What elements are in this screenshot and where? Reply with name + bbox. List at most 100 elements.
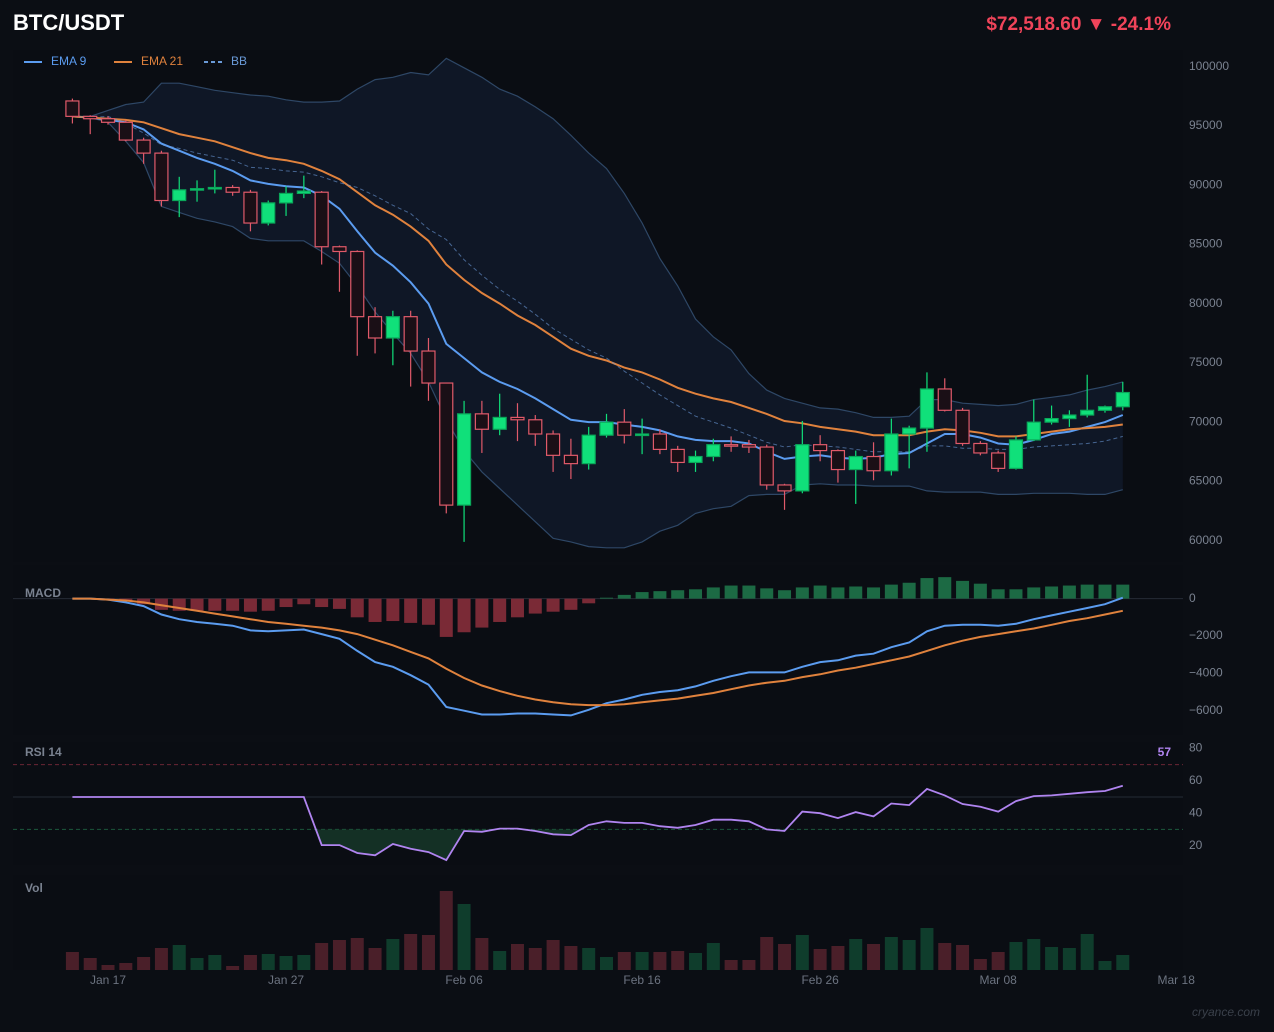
- candle-body: [118, 121, 133, 141]
- candle-body: [1115, 391, 1130, 408]
- rsi-panel: [13, 742, 1183, 865]
- histogram-bar: [439, 598, 453, 637]
- y-tick-label: −2000: [1189, 628, 1223, 642]
- candle-body: [617, 421, 632, 436]
- histogram-bar: [208, 598, 222, 611]
- volume-bar: [101, 965, 115, 970]
- histogram-bar: [724, 585, 738, 599]
- histogram-bar: [243, 598, 257, 612]
- rsi-current: 57: [1158, 745, 1172, 759]
- histogram-bar: [884, 584, 898, 599]
- title: BTC/USDT: [13, 10, 125, 35]
- volume-bar: [671, 951, 685, 970]
- histogram-bar: [671, 590, 685, 599]
- volume-bar: [208, 955, 222, 970]
- candle-body: [154, 152, 169, 202]
- volume-bar: [315, 943, 329, 970]
- y-tick-label: 60: [1189, 773, 1203, 787]
- candle-body: [367, 316, 383, 339]
- volume-bar: [600, 957, 613, 970]
- candle-body: [296, 190, 311, 195]
- histogram-bar: [315, 598, 329, 608]
- volume-bar: [137, 957, 151, 970]
- candle-body: [919, 388, 935, 429]
- y-tick-label: 75000: [1189, 355, 1223, 369]
- volume-bar: [849, 939, 863, 970]
- candle-body: [1062, 414, 1077, 420]
- legend-label: EMA 21: [141, 54, 183, 68]
- x-tick-label: Feb 26: [801, 973, 839, 987]
- histogram-bar: [1098, 584, 1112, 599]
- candle-body: [973, 442, 988, 454]
- x-tick-label: Feb 06: [445, 973, 483, 987]
- volume-bar: [83, 958, 97, 970]
- change: ▼ -24.1%: [1087, 14, 1171, 35]
- volume-bar: [706, 943, 720, 970]
- candle-body: [474, 413, 489, 430]
- volume-bar: [564, 946, 578, 970]
- candle-body: [955, 409, 970, 445]
- volume-bar: [831, 946, 845, 970]
- histogram-bar: [617, 594, 631, 599]
- candle-body: [563, 454, 578, 465]
- volume-bar: [1116, 955, 1130, 970]
- oversold-area: [72, 829, 1123, 861]
- histogram-bar: [902, 582, 916, 599]
- series-line: [72, 115, 1124, 460]
- volume-bar: [439, 891, 453, 970]
- candle-body: [581, 434, 596, 465]
- volume-bar: [350, 938, 364, 970]
- candle-body: [1044, 417, 1059, 423]
- volume-bar: [279, 956, 293, 970]
- candle-body: [510, 416, 525, 421]
- legend-label: BB: [231, 54, 247, 68]
- histogram-bar: [831, 587, 845, 599]
- histogram-bar: [226, 598, 240, 611]
- candle-body: [759, 446, 774, 486]
- series-line: [72, 115, 1123, 438]
- candle-body: [1097, 406, 1113, 411]
- candle-body: [688, 455, 703, 464]
- candle-body: [795, 444, 810, 492]
- y-tick-label: 80: [1189, 741, 1203, 755]
- candle-body: [670, 448, 685, 464]
- histogram-bar: [938, 577, 952, 599]
- volume-bar: [1098, 961, 1112, 970]
- rsi-line: [72, 784, 1124, 862]
- y-tick-label: 85000: [1189, 237, 1223, 251]
- price: $72,518.60: [986, 14, 1081, 35]
- volume-bar: [172, 945, 186, 970]
- volume-bar: [65, 952, 79, 970]
- volume-bar: [742, 960, 756, 970]
- candle-body: [243, 191, 258, 224]
- histogram-bar: [546, 598, 560, 612]
- histogram-bar: [991, 589, 1005, 599]
- candle-body: [314, 191, 329, 248]
- volume-bar: [813, 949, 827, 970]
- candle-body: [225, 186, 240, 193]
- volume-bar: [760, 937, 774, 970]
- histogram-bar: [386, 598, 400, 622]
- volume-bar: [689, 953, 703, 970]
- candle-body: [350, 250, 365, 318]
- histogram-bar: [635, 592, 649, 599]
- volume-bar: [226, 966, 240, 970]
- candle-body: [172, 189, 187, 202]
- x-tick-label: Feb 16: [623, 973, 661, 987]
- candle-body: [83, 115, 98, 120]
- histogram-bar: [795, 587, 809, 599]
- candle-body: [545, 433, 561, 456]
- candle-body: [385, 316, 400, 339]
- candle-body: [1008, 439, 1024, 469]
- histogram-bar: [956, 580, 970, 599]
- histogram-bar: [261, 598, 275, 611]
- x-tick-label: Mar 18: [1158, 973, 1196, 987]
- volume-bar: [261, 954, 275, 970]
- histogram-bar: [1116, 584, 1130, 599]
- volume-bar: [991, 952, 1005, 970]
- macd-line: [72, 596, 1124, 717]
- watermark: cryance.com: [1192, 1005, 1260, 1019]
- histogram-bar: [368, 598, 382, 622]
- histogram-bar: [867, 587, 881, 599]
- candle-body: [189, 188, 205, 191]
